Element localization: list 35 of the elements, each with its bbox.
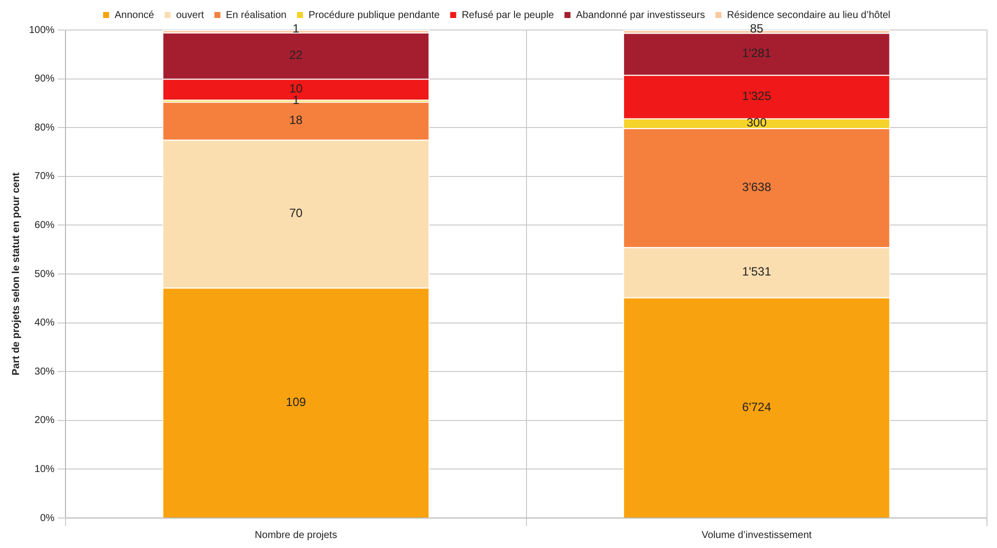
y-tick-label: 80%: [34, 122, 55, 134]
annotation: 1'325: [742, 88, 772, 103]
y-tick-label: 90%: [34, 74, 55, 85]
y-tick-label: 0%: [40, 512, 55, 524]
annotation: 1: [292, 21, 300, 36]
annotation: 18: [289, 113, 303, 128]
annotation: 22: [289, 48, 303, 62]
legend-label: ouvert: [176, 10, 204, 21]
legend-label: Résidence secondaire au lieu d’hôtel: [726, 10, 890, 21]
legend-label: Procédure publique pendante: [308, 10, 440, 21]
annotation: 6'724: [742, 400, 772, 414]
y-tick-label: 20%: [34, 415, 55, 426]
y-tick-label: 40%: [34, 318, 55, 329]
legend-label: Refusé par le peuple: [462, 10, 554, 21]
annotation: 70: [289, 206, 303, 220]
annotation: 1'281: [742, 46, 772, 60]
y-axis-title: Part de projets selon le statut en pour cent: [10, 172, 22, 376]
annotation: 1: [292, 93, 300, 108]
y-tick-label: 30%: [34, 366, 55, 378]
annotation: 1'531: [742, 264, 772, 279]
x-tick-label: Nombre de projets: [254, 530, 338, 541]
y-tick-label: 70%: [34, 171, 55, 182]
y-tick-label: 100%: [29, 24, 55, 36]
annotation: 3'638: [742, 180, 772, 194]
annotation: 300: [746, 116, 767, 130]
annotation: 10: [289, 82, 303, 96]
legend-label: Annoncé: [114, 10, 155, 21]
y-tick-label: 50%: [34, 268, 55, 280]
y-tick-label: 60%: [34, 220, 55, 231]
x-tick-label: Volume d’investissement: [702, 530, 812, 541]
legend-label: En réalisation: [226, 10, 286, 21]
y-tick-label: 10%: [34, 464, 55, 475]
annotation: 109: [286, 394, 306, 409]
legend-label: Abandonné par investisseurs: [576, 10, 705, 21]
annotation: 85: [750, 21, 764, 36]
